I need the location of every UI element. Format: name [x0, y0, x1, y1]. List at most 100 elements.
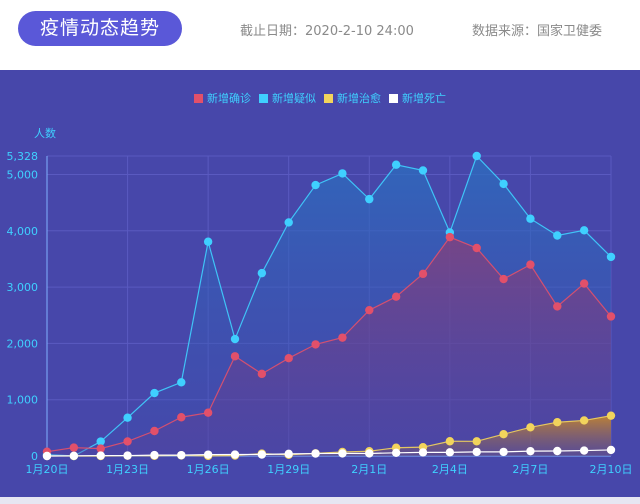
- point-suspected: [284, 218, 293, 227]
- point-deaths: [526, 446, 535, 456]
- legend-label: 新增确诊: [207, 92, 251, 105]
- y-tick-label: 4,000: [7, 225, 39, 238]
- line-deaths: [46, 449, 612, 457]
- point-deaths: [579, 446, 589, 455]
- cutoff-date: 截止日期：2020-2-10 24:00: [240, 24, 414, 39]
- point-suspected: [230, 334, 240, 344]
- point-deaths: [499, 447, 508, 457]
- point-cured: [606, 411, 616, 420]
- point-confirmed: [499, 274, 508, 284]
- legend-item-confirmed[interactable]: 新增确诊: [194, 90, 251, 106]
- point-confirmed: [579, 279, 589, 288]
- point-confirmed: [391, 292, 401, 301]
- point-deaths: [391, 448, 401, 457]
- point-suspected: [472, 151, 481, 161]
- point-suspected: [311, 180, 320, 190]
- point-suspected: [526, 214, 535, 223]
- legend-label: 新增治愈: [337, 92, 381, 105]
- x-tick-label: 2月10日: [590, 463, 633, 476]
- x-tick-label: 1月23日: [106, 463, 149, 476]
- legend-item-suspected[interactable]: 新增疑似: [259, 90, 316, 106]
- point-confirmed: [553, 302, 562, 311]
- line-suspected: [46, 154, 612, 457]
- point-confirmed: [418, 269, 428, 279]
- legend-item-deaths[interactable]: 新增死亡: [389, 90, 446, 106]
- legend-swatch: [389, 94, 398, 103]
- point-deaths: [553, 446, 562, 456]
- legend-item-cured[interactable]: 新增治愈: [324, 90, 381, 106]
- point-suspected: [606, 252, 616, 262]
- header: 疫情动态趋势 截止日期：2020-2-10 24:00 数据来源：国家卫健委: [0, 0, 640, 70]
- point-deaths: [311, 449, 320, 458]
- point-confirmed: [526, 260, 535, 269]
- point-deaths: [445, 448, 455, 457]
- x-tick-label: 1月29日: [267, 463, 310, 476]
- point-deaths: [69, 451, 79, 461]
- point-confirmed: [203, 408, 213, 417]
- point-confirmed: [177, 413, 186, 422]
- y-axis-label: 人数: [34, 127, 56, 140]
- point-deaths: [606, 445, 616, 455]
- point-cured: [579, 416, 589, 425]
- point-deaths: [418, 448, 428, 457]
- point-suspected: [177, 378, 186, 387]
- point-suspected: [365, 194, 374, 204]
- legend-swatch: [194, 94, 203, 103]
- point-confirmed: [123, 437, 132, 446]
- point-confirmed: [257, 369, 267, 379]
- point-cured: [526, 423, 535, 432]
- y-tick-label: 3,000: [7, 281, 39, 294]
- point-cured: [553, 418, 562, 427]
- point-suspected: [499, 179, 508, 189]
- chart-legend: 新增确诊 新增疑似 新增治愈 新增死亡: [0, 90, 640, 106]
- point-deaths: [257, 450, 267, 459]
- point-deaths: [177, 450, 186, 460]
- point-deaths: [365, 449, 374, 458]
- data-source: 数据来源：国家卫健委: [472, 24, 603, 39]
- point-deaths: [150, 450, 159, 460]
- point-deaths: [123, 451, 132, 460]
- point-deaths: [230, 450, 240, 459]
- line-confirmed: [46, 236, 612, 453]
- legend-swatch: [324, 94, 333, 103]
- point-cured: [472, 437, 481, 446]
- point-suspected: [96, 437, 105, 446]
- point-suspected: [553, 231, 562, 240]
- point-deaths: [42, 451, 52, 461]
- point-confirmed: [284, 353, 293, 363]
- point-confirmed: [230, 352, 240, 361]
- point-suspected: [418, 166, 428, 175]
- point-confirmed: [365, 305, 374, 315]
- point-suspected: [391, 160, 401, 169]
- point-deaths: [96, 451, 105, 460]
- point-confirmed: [69, 443, 79, 452]
- point-suspected: [338, 169, 347, 178]
- x-tick-label: 1月20日: [26, 463, 69, 476]
- point-suspected: [123, 413, 132, 422]
- point-confirmed: [311, 340, 320, 349]
- point-confirmed: [150, 426, 159, 436]
- legend-swatch: [259, 94, 268, 103]
- x-tick-label: 2月1日: [351, 463, 387, 476]
- point-confirmed: [472, 243, 481, 253]
- y-tick-label: 0: [31, 450, 38, 463]
- y-tick-label: 1,000: [7, 394, 39, 407]
- point-deaths: [284, 449, 293, 459]
- y-tick-label: 2,000: [7, 337, 39, 350]
- area-cured: [47, 415, 611, 456]
- x-tick-label: 2月4日: [432, 463, 468, 476]
- bottom-strip: [0, 497, 640, 504]
- point-confirmed: [338, 333, 347, 342]
- point-suspected: [257, 268, 267, 278]
- point-deaths: [203, 450, 213, 459]
- point-suspected: [579, 226, 589, 235]
- x-tick-label: 2月7日: [512, 463, 548, 476]
- legend-label: 新增死亡: [402, 92, 446, 105]
- legend-label: 新增疑似: [272, 92, 316, 105]
- area-confirmed: [47, 237, 611, 456]
- page-title: 疫情动态趋势: [18, 11, 182, 46]
- y-tick-label: 5,328: [7, 150, 39, 163]
- point-deaths: [338, 449, 347, 458]
- point-deaths: [472, 447, 481, 457]
